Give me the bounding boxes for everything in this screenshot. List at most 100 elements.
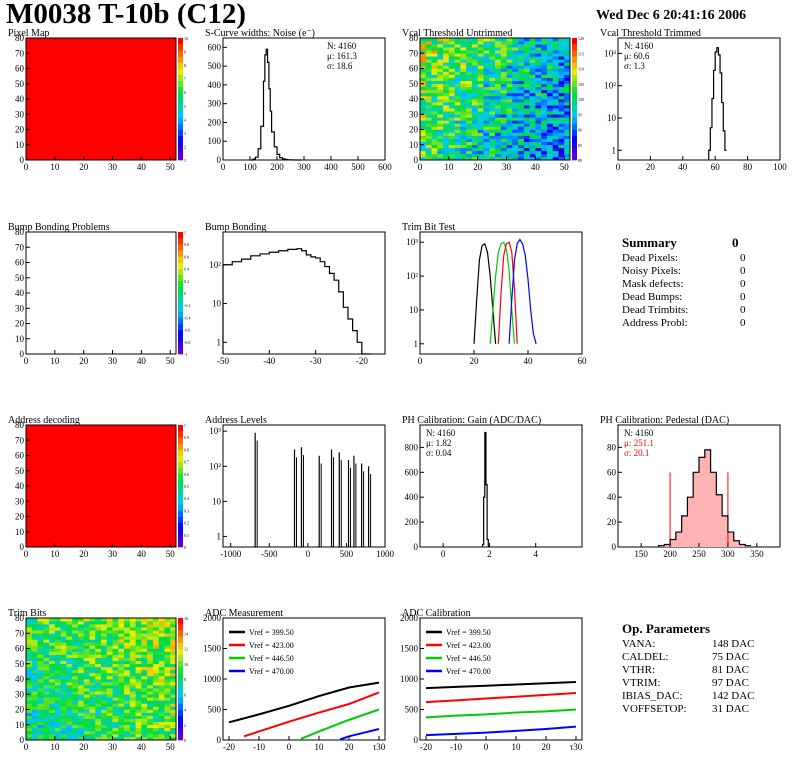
heatmap-cell bbox=[523, 138, 530, 142]
heatmap-cell bbox=[118, 618, 125, 622]
heatmap-cell bbox=[54, 648, 61, 652]
heatmap-cell bbox=[141, 624, 148, 628]
heatmap-cell bbox=[158, 700, 165, 704]
heatmap-cell bbox=[66, 663, 73, 668]
heatmap-cell bbox=[454, 71, 461, 75]
heatmap-cell bbox=[31, 654, 38, 658]
heatmap-cell bbox=[89, 715, 96, 719]
heatmap-cell bbox=[466, 132, 473, 136]
heatmap-cell bbox=[124, 666, 131, 671]
heatmap-fill bbox=[26, 425, 176, 547]
heatmap-cell bbox=[164, 721, 171, 726]
heatmap-cell bbox=[112, 642, 119, 646]
heatmap-cell bbox=[60, 627, 67, 631]
heatmap-cell bbox=[106, 718, 113, 722]
heatmap-cell bbox=[124, 679, 131, 683]
param-label: Dead Trimbits: bbox=[622, 304, 689, 316]
heatmap-cell bbox=[558, 141, 565, 146]
heatmap-cell bbox=[147, 691, 154, 695]
heatmap-cell bbox=[541, 108, 548, 112]
heatmap-cell bbox=[541, 92, 548, 97]
heatmap-cell bbox=[512, 108, 519, 112]
heatmap-cell bbox=[425, 53, 432, 57]
color-scale-label: 9 bbox=[184, 50, 186, 55]
heatmap-cell bbox=[129, 724, 136, 729]
heatmap-cell bbox=[152, 630, 159, 634]
heatmap-cell bbox=[546, 71, 553, 75]
heatmap-cell bbox=[118, 721, 125, 726]
heatmap-cell bbox=[466, 71, 473, 75]
heatmap-cell bbox=[425, 138, 432, 142]
chart-bump-problems: Bump Bonding Problems 10.80.60.40.20-0.2-… bbox=[8, 222, 190, 366]
heatmap-cell bbox=[31, 715, 38, 719]
heatmap-cell bbox=[425, 126, 432, 130]
heatmap-cell bbox=[164, 648, 171, 652]
y-tick-label: 10 bbox=[409, 140, 419, 150]
y-tick-label: 20 bbox=[607, 517, 617, 527]
heatmap-cell bbox=[95, 715, 102, 719]
heatmap-cell bbox=[483, 135, 490, 139]
heatmap-cell bbox=[37, 654, 44, 658]
heatmap-cell bbox=[471, 80, 478, 85]
heatmap-cell bbox=[49, 721, 56, 726]
heatmap-cell bbox=[483, 144, 490, 149]
heatmap-cell bbox=[448, 83, 455, 88]
heatmap-cell bbox=[564, 50, 571, 54]
heatmap-cell bbox=[66, 618, 73, 622]
heatmap-cell bbox=[489, 129, 496, 133]
y-tick-label: 0 bbox=[20, 349, 25, 359]
heatmap-cell bbox=[466, 62, 473, 66]
summary-box: Summary 0 Dead Pixels: 0 Noisy Pixels: 0 Mas… bbox=[622, 236, 752, 330]
heatmap-cell bbox=[101, 663, 108, 668]
heatmap-cell bbox=[95, 703, 102, 707]
heatmap-cell bbox=[106, 654, 113, 658]
heatmap-cell bbox=[431, 68, 438, 72]
heatmap-cell bbox=[106, 694, 113, 698]
heatmap-cell bbox=[443, 129, 450, 133]
heatmap-cell bbox=[535, 80, 542, 85]
heatmap-cell bbox=[54, 694, 61, 698]
x-tick-label: -40 bbox=[263, 356, 275, 366]
heatmap-cell bbox=[425, 129, 432, 133]
heatmap-cell bbox=[124, 675, 131, 680]
y-tick-label: 0 bbox=[217, 155, 222, 165]
heatmap-cell bbox=[26, 675, 33, 680]
heatmap-cell bbox=[54, 700, 61, 704]
heatmap-cell bbox=[500, 126, 507, 130]
heatmap-cell bbox=[518, 153, 525, 158]
heatmap-cell bbox=[124, 648, 131, 652]
heatmap-cell bbox=[454, 126, 461, 130]
heatmap-cell bbox=[158, 736, 165, 741]
summary-list: Dead Pixels: 0 Noisy Pixels: 0 Mask defects:… bbox=[622, 252, 752, 330]
heatmap-cell bbox=[66, 627, 73, 631]
heatmap-cell bbox=[26, 651, 33, 655]
heatmap-cell bbox=[420, 68, 427, 72]
heatmap-cell bbox=[495, 38, 502, 42]
heatmap-cell bbox=[49, 633, 56, 637]
heatmap-cell bbox=[552, 44, 559, 48]
heatmap-cell bbox=[129, 697, 136, 701]
heatmap-cell bbox=[431, 80, 438, 85]
heatmap-cell bbox=[101, 715, 108, 719]
heatmap-cell bbox=[437, 83, 444, 88]
heatmap-cell bbox=[101, 679, 108, 683]
heatmap-cell bbox=[420, 59, 427, 63]
heatmap-cell bbox=[454, 120, 461, 124]
heatmap-cell bbox=[66, 691, 73, 695]
heatmap-cell bbox=[54, 712, 61, 716]
heatmap-cell bbox=[552, 86, 559, 91]
heatmap-cell bbox=[95, 691, 102, 695]
heatmap-cell bbox=[106, 712, 113, 716]
heatmap-cell bbox=[495, 62, 502, 66]
heatmap-cell bbox=[425, 86, 432, 91]
heatmap-cell bbox=[49, 679, 56, 683]
heatmap-cell bbox=[546, 74, 553, 78]
heatmap-cell bbox=[443, 138, 450, 142]
heatmap-cell bbox=[112, 691, 119, 695]
heatmap-cell bbox=[471, 77, 478, 81]
y-tick-label: 20 bbox=[15, 705, 25, 715]
color-scale-cell bbox=[178, 341, 183, 349]
heatmap-cell bbox=[72, 730, 79, 735]
y-tick-label: 1 bbox=[612, 145, 617, 155]
x-tick-label: 40 bbox=[524, 356, 534, 366]
